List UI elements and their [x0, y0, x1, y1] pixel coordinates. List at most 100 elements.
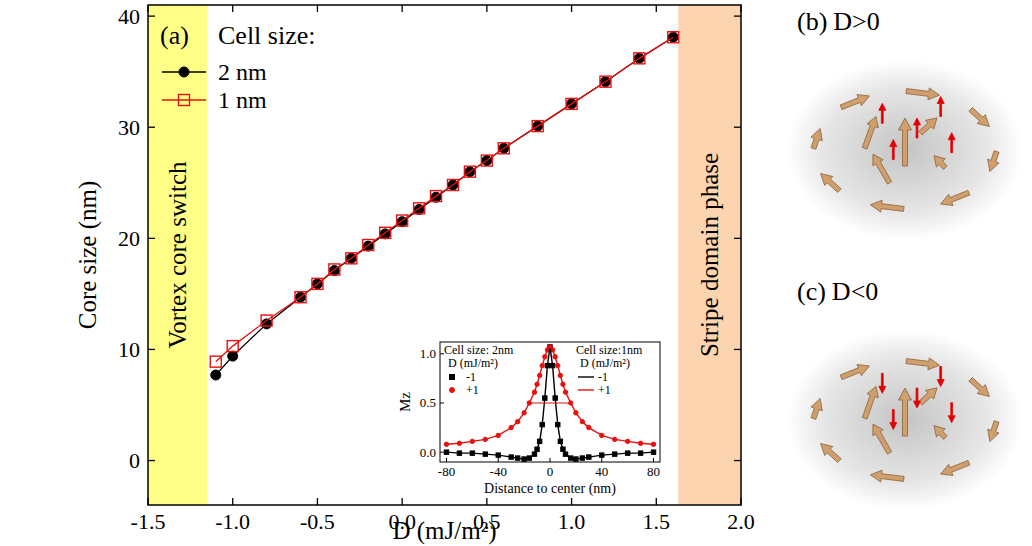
spin-arrow — [988, 151, 999, 172]
x-tick-top — [317, 5, 318, 12]
legend-marker — [179, 67, 189, 77]
inset-y-tick-label: 0.0 — [420, 445, 436, 460]
y-tick-label: 0 — [129, 448, 140, 473]
data-point — [532, 121, 543, 132]
data-point — [210, 356, 221, 367]
spin-arrow — [821, 174, 842, 193]
data-point — [498, 143, 509, 154]
legend-title: Cell size: — [218, 21, 315, 50]
region-label: Stripe domain phase — [696, 153, 723, 357]
inset-x-tick-label: 40 — [595, 464, 608, 479]
data-point — [634, 53, 645, 64]
series-line — [216, 37, 673, 375]
x-tick-top — [401, 5, 402, 12]
x-tick-top — [571, 5, 572, 12]
legend-label: 2 nm — [218, 59, 267, 85]
plot-frame — [148, 5, 741, 505]
x-tick-label: 2.0 — [727, 509, 755, 534]
x-tick-label: 1.5 — [643, 509, 671, 534]
x-tick — [232, 498, 233, 505]
vortex-illustration — [787, 330, 1023, 510]
inset-legend-marker — [450, 388, 455, 393]
inset-x-tick — [653, 458, 654, 462]
panel-label: (b) — [797, 7, 827, 36]
spin-arrow — [969, 378, 990, 397]
inset-x-tick-label: 80 — [647, 464, 660, 479]
inset-legend-title: Cell size: 2nm — [444, 343, 514, 357]
data-point — [329, 264, 340, 275]
x-tick — [147, 498, 148, 505]
inset-legend-line — [578, 389, 594, 390]
data-point — [346, 253, 357, 264]
inset-y-tick — [440, 402, 444, 403]
inset-x-tick — [498, 458, 499, 462]
figure: Vortex core switchStripe domain phase-1.… — [0, 0, 1032, 546]
data-point — [668, 32, 679, 43]
spin-arrow — [811, 129, 822, 150]
inset-x-tick-label: -40 — [490, 464, 507, 479]
inset-y-tick — [440, 452, 444, 453]
data-point — [464, 166, 475, 177]
x-tick-label: -1.0 — [215, 509, 250, 534]
inset-legend-line — [578, 376, 594, 377]
y-tick-right — [734, 460, 741, 461]
inset-legend-label: +1 — [598, 383, 611, 397]
spin-arrow — [871, 200, 905, 212]
spin-arrow — [906, 88, 940, 100]
spin-arrow — [937, 367, 944, 387]
y-tick-label: 30 — [118, 115, 140, 140]
spin-arrow — [879, 103, 886, 123]
data-point — [380, 227, 391, 238]
panel-title: D<0 — [832, 277, 878, 306]
x-tick — [740, 498, 741, 505]
inset-y-tick-label: 1.0 — [420, 346, 436, 361]
spin-arrow — [811, 399, 822, 420]
inset-x-tick-label: -80 — [438, 464, 455, 479]
y-tick-label: 40 — [118, 4, 140, 29]
region-band — [678, 5, 741, 505]
spin-arrow — [914, 118, 921, 138]
x-tick — [401, 498, 402, 505]
spin-arrow — [941, 460, 970, 475]
y-tick-right — [734, 127, 741, 128]
inset-legend-subtitle: D (mJ/m²) — [448, 356, 498, 370]
x-tick-top — [740, 5, 741, 12]
panel-title: D>0 — [833, 7, 879, 36]
inset-y-tick-label: 0.5 — [420, 395, 436, 410]
inset-x-tick — [446, 458, 447, 462]
x-axis-title: D (mJ/m²) — [392, 517, 496, 545]
x-tick-top — [656, 5, 657, 12]
inset-series-group — [444, 345, 655, 462]
data-point — [228, 351, 238, 361]
inset-x-tick-label: 0 — [547, 464, 554, 479]
data-point — [227, 341, 238, 352]
spin-arrow — [821, 444, 842, 463]
spin-arrow — [919, 118, 937, 135]
y-tick-right — [734, 349, 741, 350]
inset-legend-title: Cell size:1nm — [576, 343, 643, 357]
spin-arrow — [914, 388, 921, 408]
inset-background — [440, 342, 660, 462]
y-tick-right — [734, 15, 741, 16]
legend-label: 1 nm — [218, 87, 267, 113]
x-tick-top — [486, 5, 487, 12]
spin-arrow — [988, 421, 999, 442]
x-tick — [656, 498, 657, 505]
data-point — [414, 203, 425, 214]
x-tick-top — [147, 5, 148, 12]
spin-arrow — [948, 403, 955, 423]
spin-arrow — [840, 95, 869, 110]
inset-line — [446, 347, 653, 459]
inset-x-tick — [601, 458, 602, 462]
y-axis-title: Core size (nm) — [74, 181, 102, 330]
spin-arrow — [941, 190, 970, 205]
data-point — [566, 98, 577, 109]
spin-arrow — [948, 133, 955, 153]
data-point — [431, 191, 442, 202]
y-tick — [148, 460, 155, 461]
inset-legend-label: -1 — [598, 370, 608, 384]
ground — [787, 330, 1023, 510]
inset-frame — [440, 342, 660, 462]
x-tick-label: 1.0 — [558, 509, 586, 534]
spin-arrow — [873, 424, 892, 454]
